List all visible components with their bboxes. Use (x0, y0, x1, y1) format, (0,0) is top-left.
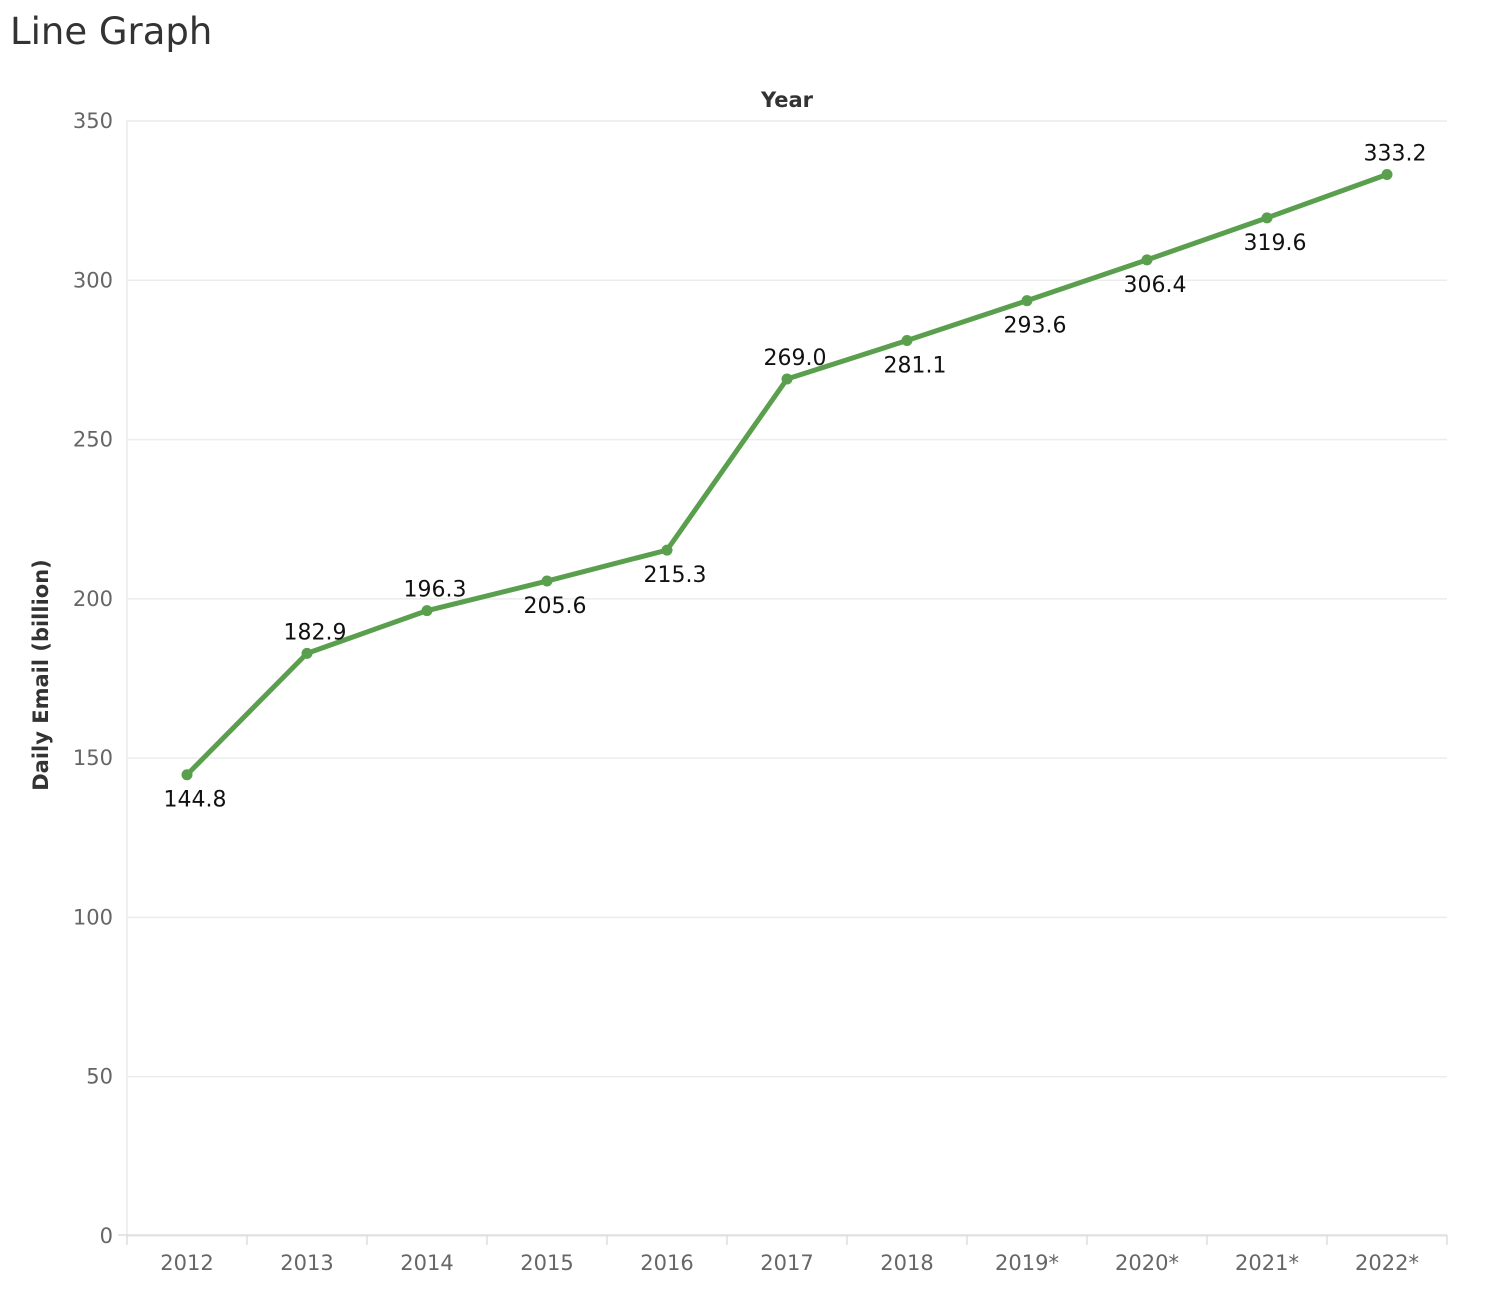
x-tick-label: 2022* (1355, 1251, 1419, 1275)
x-tick-label: 2017 (760, 1251, 813, 1275)
data-labels: 144.8 182.9 196.3 205.6 215.3 269.0 281.1 293.6… (164, 142, 1427, 813)
series-lines (184, 172, 1390, 778)
x-tick-label: 2020* (1115, 1251, 1179, 1275)
data-label: 319.6 (1244, 231, 1307, 256)
y-tick-label: 350 (73, 109, 113, 133)
data-label: 269.0 (764, 346, 827, 371)
data-point (661, 544, 673, 556)
data-label: 281.1 (884, 353, 947, 378)
y-tick-label: 100 (73, 905, 113, 929)
y-tick-label: 200 (73, 587, 113, 611)
data-points (181, 169, 1393, 781)
data-point (301, 647, 313, 659)
y-axis-title: Daily Email (billion) (29, 559, 53, 791)
data-label: 182.9 (284, 620, 347, 645)
data-label: 293.6 (1004, 314, 1067, 339)
data-label: 196.3 (404, 578, 467, 603)
data-point (541, 575, 553, 587)
x-tick-label: 2015 (520, 1251, 573, 1275)
x-axis-title: Year (760, 88, 814, 112)
data-point (421, 605, 433, 617)
data-label: 306.4 (1124, 273, 1187, 298)
y-tick-label: 50 (86, 1065, 113, 1089)
data-point (1021, 295, 1033, 307)
x-tick-label: 2016 (640, 1251, 693, 1275)
data-label: 333.2 (1364, 142, 1427, 167)
x-tick-label: 2012 (160, 1251, 213, 1275)
data-point (1261, 212, 1273, 224)
data-point (901, 334, 913, 346)
axes: 0 50 100 150 200 250 300 350 2012 2013 2014 2015 201… (29, 88, 1448, 1275)
x-tick-label: 2021* (1235, 1251, 1299, 1275)
y-tick-label: 0 (100, 1224, 113, 1248)
y-tick-label: 300 (73, 268, 113, 292)
data-label: 144.8 (164, 788, 227, 813)
data-point (1141, 254, 1153, 266)
data-point (1381, 169, 1393, 181)
y-tick-label: 250 (73, 428, 113, 452)
x-tick-label: 2013 (280, 1251, 333, 1275)
gridlines (127, 120, 1447, 1237)
series-line (184, 172, 1390, 778)
y-tick-label: 150 (73, 746, 113, 770)
x-tick-label: 2018 (880, 1251, 933, 1275)
data-label: 205.6 (524, 594, 587, 619)
data-point (181, 769, 193, 781)
page-title: Line Graph (10, 10, 213, 53)
x-tick-label: 2019* (995, 1251, 1059, 1275)
data-label: 215.3 (644, 563, 707, 588)
x-tick-label: 2014 (400, 1251, 453, 1275)
data-point (781, 373, 793, 385)
